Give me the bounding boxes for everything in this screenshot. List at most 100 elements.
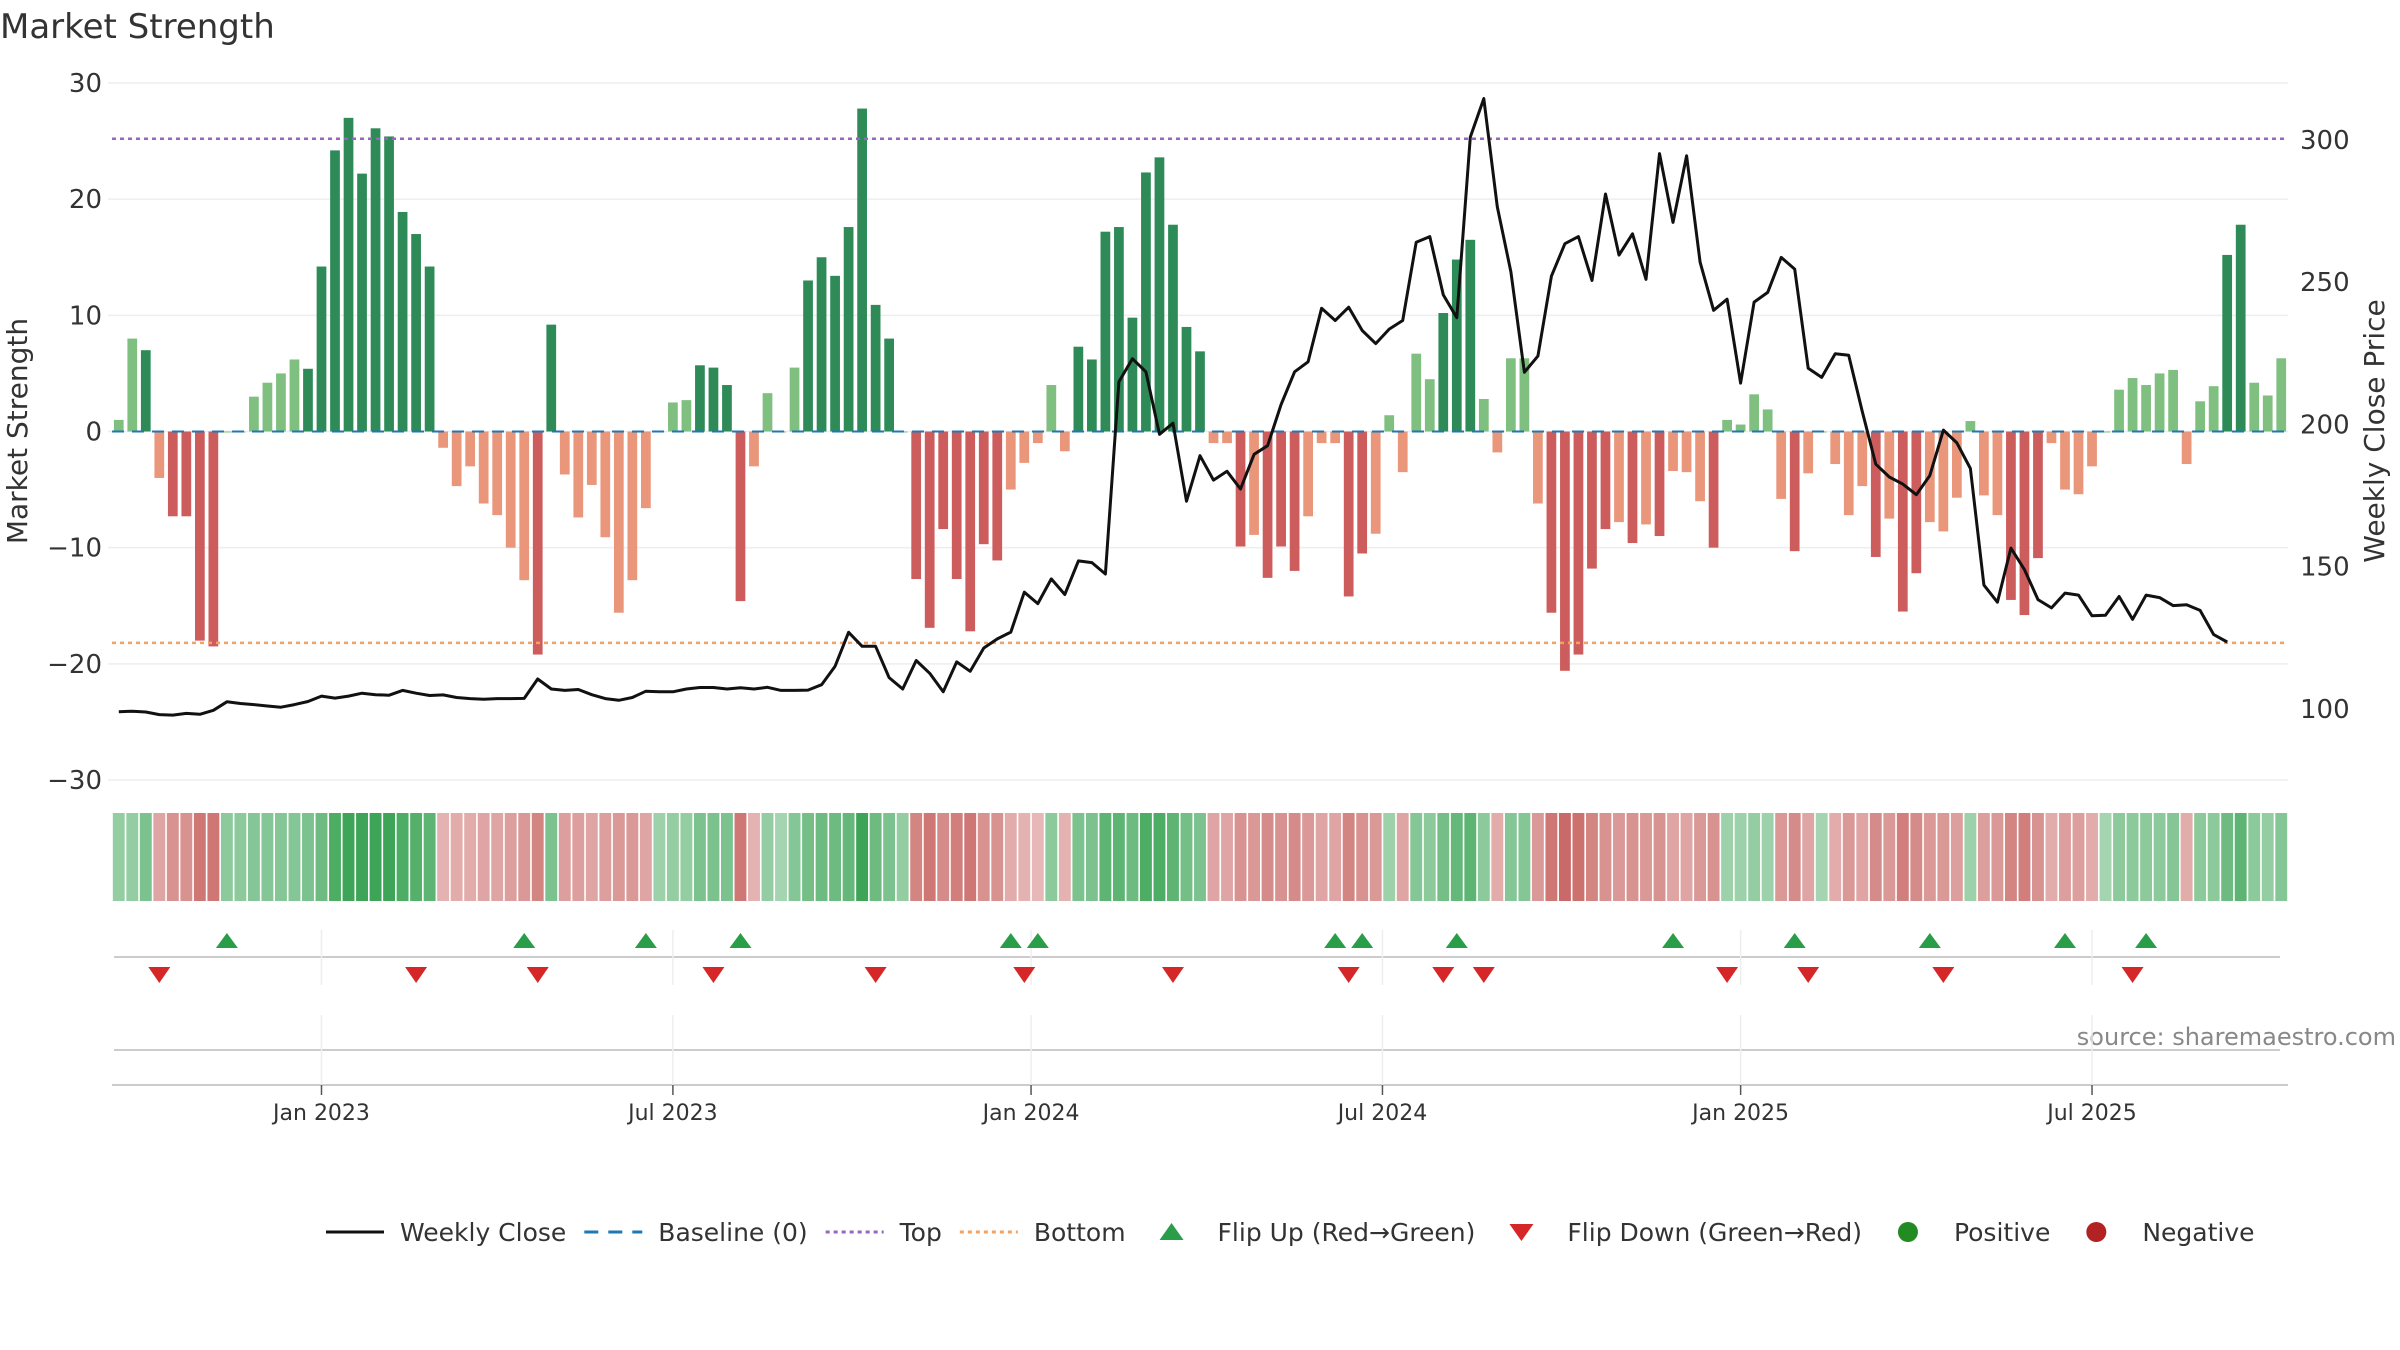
reference-lines xyxy=(112,137,2288,645)
strength-bar xyxy=(1019,431,1030,463)
heat-cell xyxy=(1356,813,1369,901)
heat-cell xyxy=(2004,813,2017,901)
heat-cell xyxy=(2221,813,2234,901)
strength-bar xyxy=(722,385,732,432)
heat-cell xyxy=(329,813,341,901)
heat-cell xyxy=(2018,813,2031,901)
flip-down-marker xyxy=(405,967,428,983)
heat-cell xyxy=(1964,813,1977,901)
legend-item: Bottom xyxy=(959,1218,1126,1247)
strength-bar xyxy=(1141,172,1151,432)
heat-cell xyxy=(1302,813,1315,901)
y-tick-label: 20 xyxy=(69,185,102,215)
strength-bar xyxy=(2073,431,2084,495)
heat-cell xyxy=(2275,813,2288,901)
weekly-close-line xyxy=(118,97,2228,717)
heat-cell xyxy=(1477,813,1490,901)
heat-cell xyxy=(1369,813,1382,901)
source-note: source: sharemaestro.com xyxy=(2077,1023,2396,1051)
heat-cell xyxy=(1275,813,1288,901)
strength-bar xyxy=(1073,346,1084,432)
heat-cell xyxy=(2140,813,2153,901)
strength-bar xyxy=(1370,431,1381,534)
heat-cell xyxy=(599,813,612,901)
strength-bar xyxy=(154,431,165,478)
flip-down-marker xyxy=(1337,967,1360,983)
strength-bar xyxy=(1681,431,1692,473)
strength-bar xyxy=(1668,431,1678,471)
heat-cell xyxy=(1950,813,1963,901)
strength-bar xyxy=(600,431,611,538)
y-tick-label-right: 150 xyxy=(2300,553,2350,583)
heat-cell xyxy=(112,813,125,901)
heat-cell xyxy=(2045,813,2058,901)
heat-cell xyxy=(1221,813,1233,901)
strength-bar xyxy=(1911,431,1922,574)
chart-title: Market Strength xyxy=(0,7,275,47)
flip-up-marker xyxy=(1783,933,1806,948)
strength-bar xyxy=(1208,431,1219,444)
heat-cell xyxy=(937,813,950,901)
strength-bar xyxy=(2276,358,2287,432)
strength-bar xyxy=(2249,382,2260,432)
heat-cell xyxy=(1139,813,1152,901)
flip-up-marker xyxy=(729,933,752,948)
heat-cell xyxy=(1531,813,1544,901)
strength-bar xyxy=(2114,389,2124,432)
strength-bars xyxy=(113,108,2287,671)
strength-bar xyxy=(1181,326,1192,432)
heat-cell xyxy=(842,813,855,901)
heat-cell xyxy=(1491,813,1504,901)
strength-bar xyxy=(1627,431,1638,544)
x-axis: Jan 2023 Jul 2023 Jan 2024 Jul 2024 Jan 2025… xyxy=(271,1085,2137,1126)
strength-bar xyxy=(276,373,286,432)
strength-bar xyxy=(1289,431,1300,571)
heat-cell xyxy=(207,813,220,901)
strength-bar xyxy=(208,431,219,647)
heat-cell xyxy=(829,813,842,901)
y-axis-label-left: Market Strength xyxy=(1,318,34,544)
heat-cell xyxy=(1613,813,1625,901)
heat-cell xyxy=(1004,813,1017,901)
strength-bar xyxy=(330,150,340,432)
flip-up-marker xyxy=(2135,933,2158,948)
strength-bar xyxy=(1965,421,1976,432)
heat-cell xyxy=(788,813,801,901)
strength-bar xyxy=(1722,419,1732,432)
strength-bar xyxy=(1952,431,1962,498)
heat-cell xyxy=(666,813,679,901)
heat-cell xyxy=(315,813,328,901)
strength-bar xyxy=(870,304,881,432)
strength-bar xyxy=(1451,259,1462,432)
strength-bar xyxy=(1262,431,1273,578)
heat-cell xyxy=(180,813,193,901)
strength-bar xyxy=(1478,398,1489,432)
strength-bar xyxy=(2046,431,2057,444)
heat-cell xyxy=(964,813,977,901)
heat-cell xyxy=(261,813,274,901)
strength-bar xyxy=(1249,431,1259,535)
strength-bar xyxy=(2087,431,2097,467)
flip-down-marker xyxy=(148,967,171,983)
heat-cell xyxy=(761,813,774,901)
strength-bar xyxy=(1979,431,1989,496)
heat-cell xyxy=(1504,813,1517,901)
x-tick-label: Jul 2024 xyxy=(1336,1101,1428,1126)
strength-bar xyxy=(194,431,205,641)
heat-cell xyxy=(2086,813,2098,901)
strength-bar xyxy=(1357,431,1368,554)
strength-bar xyxy=(289,359,300,432)
heat-cell xyxy=(437,813,450,901)
heat-cell xyxy=(1167,813,1179,901)
y-tick-label-right: 250 xyxy=(2300,268,2350,298)
strength-bar xyxy=(2235,224,2246,432)
strength-bar xyxy=(1384,415,1395,432)
legend-label: Weekly Close xyxy=(400,1218,566,1247)
strength-bar xyxy=(1573,431,1584,655)
legend-swatch xyxy=(1159,1223,1184,1240)
strength-bar xyxy=(2208,386,2219,432)
strength-bar xyxy=(343,117,354,432)
strength-bar xyxy=(992,431,1003,561)
heat-cell xyxy=(288,813,301,901)
strength-bar xyxy=(1776,431,1787,499)
